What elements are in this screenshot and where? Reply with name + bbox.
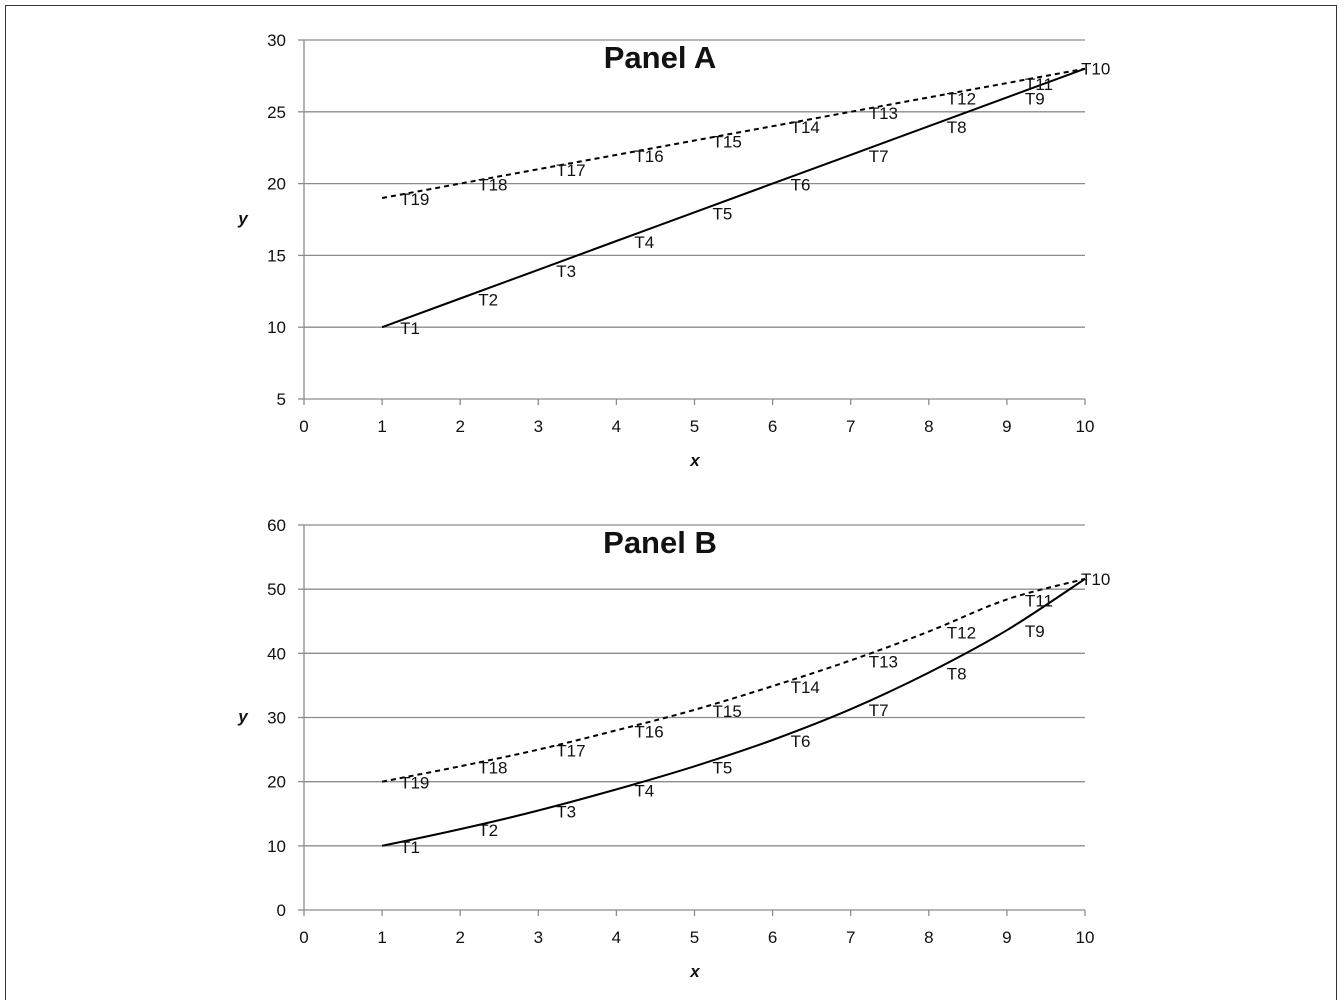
panel-b-point-label: T4: [634, 781, 654, 800]
panel-a-x-tick-label: 1: [377, 417, 386, 436]
panel-a-x-tick-label: 9: [1002, 417, 1011, 436]
panel-b-x-tick-label: 4: [612, 928, 621, 947]
panel-b-point-label: T6: [791, 732, 811, 751]
panel-b-point-label: T5: [713, 758, 733, 777]
panel-b-y-tick-label: 30: [267, 709, 286, 728]
panel-a-title: Panel A: [604, 40, 717, 75]
panel-b-y-axis-label: y: [237, 707, 249, 726]
panel-b-x-tick-label: 6: [768, 928, 777, 947]
panel-a-x-axis-label: x: [689, 451, 701, 470]
panel-a-point-label: T15: [713, 133, 742, 152]
panel-a-point-label: T17: [556, 161, 585, 180]
panel-a-x-tick-label: 0: [299, 417, 308, 436]
panel-a-point-label: T9: [1025, 89, 1045, 108]
panel-a-x-tick-label: 10: [1076, 417, 1095, 436]
panel-b-point-label: T17: [556, 742, 585, 761]
panel-a-y-tick-label: 15: [267, 246, 286, 265]
panel-b-point-label: T1: [400, 838, 420, 857]
panel-b-point-label: T10: [1081, 570, 1110, 589]
panel-a-x-tick-label: 4: [612, 417, 621, 436]
panel-b-point-label: T16: [634, 722, 663, 741]
panel-b-point-label: T19: [400, 774, 429, 793]
panel-b-point-label: T13: [869, 652, 898, 671]
panel-b-point-label: T9: [1025, 622, 1045, 641]
panel-a-point-label: T1: [400, 319, 420, 338]
panel-b-x-tick-label: 10: [1076, 928, 1095, 947]
panel-a-y-axis-label: y: [237, 209, 249, 228]
panel-a-dashed-series-line: [381, 67, 1086, 199]
panel-a-point-label: T13: [869, 104, 898, 123]
panel-a-point-label: T6: [791, 176, 811, 195]
panel-b-x-tick-label: 2: [455, 928, 464, 947]
panel-a-y-tick-label: 10: [267, 318, 286, 337]
panel-b-point-label: T7: [869, 701, 889, 720]
panel-b-title: Panel B: [603, 525, 717, 560]
panel-a-point-label: T19: [400, 190, 429, 209]
panel-a-point-label: T7: [869, 147, 889, 166]
panel-b-x-tick-label: 1: [377, 928, 386, 947]
panel-b-point-label: T14: [791, 678, 820, 697]
panel-a-point-label: T12: [947, 89, 976, 108]
panel-a-point-label: T5: [713, 204, 733, 223]
figure-frame: [5, 5, 1337, 1000]
panel-b-point-label: T3: [556, 803, 576, 822]
panel-a-x-tick-label: 7: [846, 417, 855, 436]
panel-a-point-label: T11: [1025, 75, 1053, 94]
panel-a-x-tick-label: 3: [534, 417, 543, 436]
panel-a-y-tick-label: 25: [267, 103, 286, 122]
panel-a-x-tick-label: 6: [768, 417, 777, 436]
panel-b-y-tick-label: 0: [277, 901, 286, 920]
panel-a-point-label: T8: [947, 118, 967, 137]
panel-b-point-label: T8: [947, 665, 967, 684]
panel-b-dashed-series-line: [381, 577, 1086, 783]
panel-a-y-tick-label: 20: [267, 175, 286, 194]
panel-a-point-label: T16: [634, 147, 663, 166]
panel-a-point-label: T3: [556, 262, 576, 281]
panel-b-y-tick-label: 60: [267, 516, 286, 535]
panel-a-x-tick-label: 2: [455, 417, 464, 436]
panel-b-point-label: T15: [713, 702, 742, 721]
panel-b-point-label: T18: [478, 758, 507, 777]
panel-b-y-tick-label: 50: [267, 580, 286, 599]
panel-b-x-tick-label: 3: [534, 928, 543, 947]
panel-b-x-tick-label: 7: [846, 928, 855, 947]
panel-b-x-tick-label: 9: [1002, 928, 1011, 947]
panel-b-x-tick-label: 8: [924, 928, 933, 947]
panel-a-point-label: T4: [634, 233, 654, 252]
panel-b-solid-series-line: [381, 578, 1086, 847]
panel-a-solid-series-line: [381, 67, 1086, 329]
panel-a-point-label: T2: [478, 290, 498, 309]
panel-b-point-label: T2: [478, 821, 498, 840]
panel-a-x-tick-label: 5: [690, 417, 699, 436]
panel-b-y-tick-label: 20: [267, 773, 286, 792]
panel-b-x-tick-label: 0: [299, 928, 308, 947]
panel-b-point-label: T11: [1025, 591, 1053, 610]
panel-b-point-label: T12: [947, 624, 976, 643]
panel-b-x-axis-label: x: [689, 962, 701, 981]
panel-a-y-tick-label: 30: [267, 31, 286, 50]
panel-b-y-tick-label: 40: [267, 644, 286, 663]
panel-a-point-label: T14: [791, 118, 820, 137]
panel-a-point-label: T18: [478, 176, 507, 195]
panel-b-y-tick-label: 10: [267, 837, 286, 856]
panel-a-point-label: T10: [1081, 60, 1110, 79]
panel-a-y-tick-label: 5: [277, 390, 286, 409]
panel-b-x-tick-label: 5: [690, 928, 699, 947]
panel-a-x-tick-label: 8: [924, 417, 933, 436]
